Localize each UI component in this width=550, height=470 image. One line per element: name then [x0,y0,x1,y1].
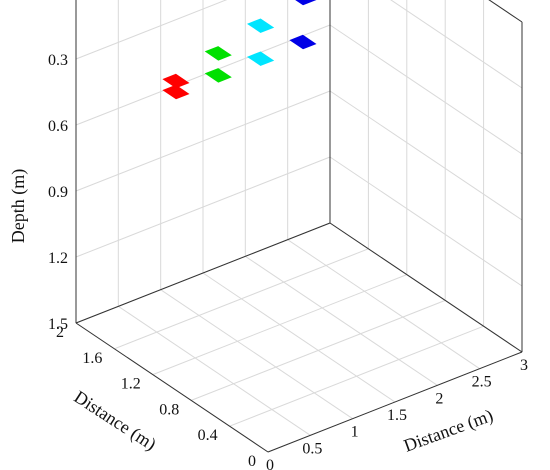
y-tick-label: 1.6 [82,350,102,367]
box-edge [75,222,331,324]
data-point [204,68,232,83]
side-wall-gridline-z [329,156,523,287]
z-axis-title: Depth (m) [8,169,29,243]
box-edge [488,0,523,23]
z-tick-label: 0 [60,0,68,3]
floor-gridline-x [287,239,480,370]
back-wall-gridline-z [75,156,331,258]
y-tick-label: 2 [56,324,64,341]
data-point [162,84,190,100]
x-axis-title: Distance (m) [401,405,496,457]
z-tick-label: 0.3 [48,52,68,69]
x-tick-label: 2.5 [472,374,492,391]
data-point [289,34,317,50]
z-tick-label: 0.6 [48,118,68,135]
floor-gridline-x [160,289,353,420]
x-tick-label: 3 [520,357,528,374]
floor-gridline-y [229,325,484,427]
floor-gridline-y [114,248,369,350]
x-tick-label: 0.5 [302,440,322,457]
floor-gridline-x [202,272,396,403]
x-tick-label: 2 [435,390,443,407]
y-tick-label: 0.4 [198,427,218,444]
z-tick-label: 1.5 [48,316,68,333]
back-wall-gridline-z [75,90,331,192]
floor-gridline-y [191,299,446,401]
y-axis-line [75,322,269,453]
x-tick-label: 1 [351,424,359,441]
side-wall-gridline-z [390,0,523,89]
y-tick-label: 0 [248,453,256,470]
x-axis-line [267,351,523,453]
data-point [204,46,232,61]
y-tick-label: 0.8 [159,401,179,418]
grid-layer [75,0,523,453]
floor-gridline-x [245,255,438,386]
floor-gridline-y [152,274,407,376]
side-wall-gridline-z [329,24,523,155]
data-point [295,0,317,6]
data-points [162,0,317,100]
x-tick-label: 0 [266,457,274,470]
side-wall-gridline-z [488,0,523,23]
axis-titles: Distance (m) Distance (m) Depth (m) [8,169,496,457]
data-point [162,73,190,89]
box-edges [75,0,523,453]
z-tick-label: 0.9 [48,184,68,201]
y-tick-label: 1.2 [121,376,141,393]
box-edge [329,222,523,353]
x-tick-label: 1.5 [387,407,407,424]
back-wall-gridline-z [75,0,228,60]
floor-gridline-x [118,305,311,436]
data-point [246,18,275,33]
data-point [246,51,275,66]
y-axis-title: Distance (m) [70,387,160,456]
back-wall-gridline-z [75,24,331,126]
tick-labels: 00.511.522.5300.40.81.21.6200.30.60.91.2… [48,0,528,470]
side-wall-gridline-z [329,90,523,221]
z-tick-label: 1.2 [48,250,68,267]
